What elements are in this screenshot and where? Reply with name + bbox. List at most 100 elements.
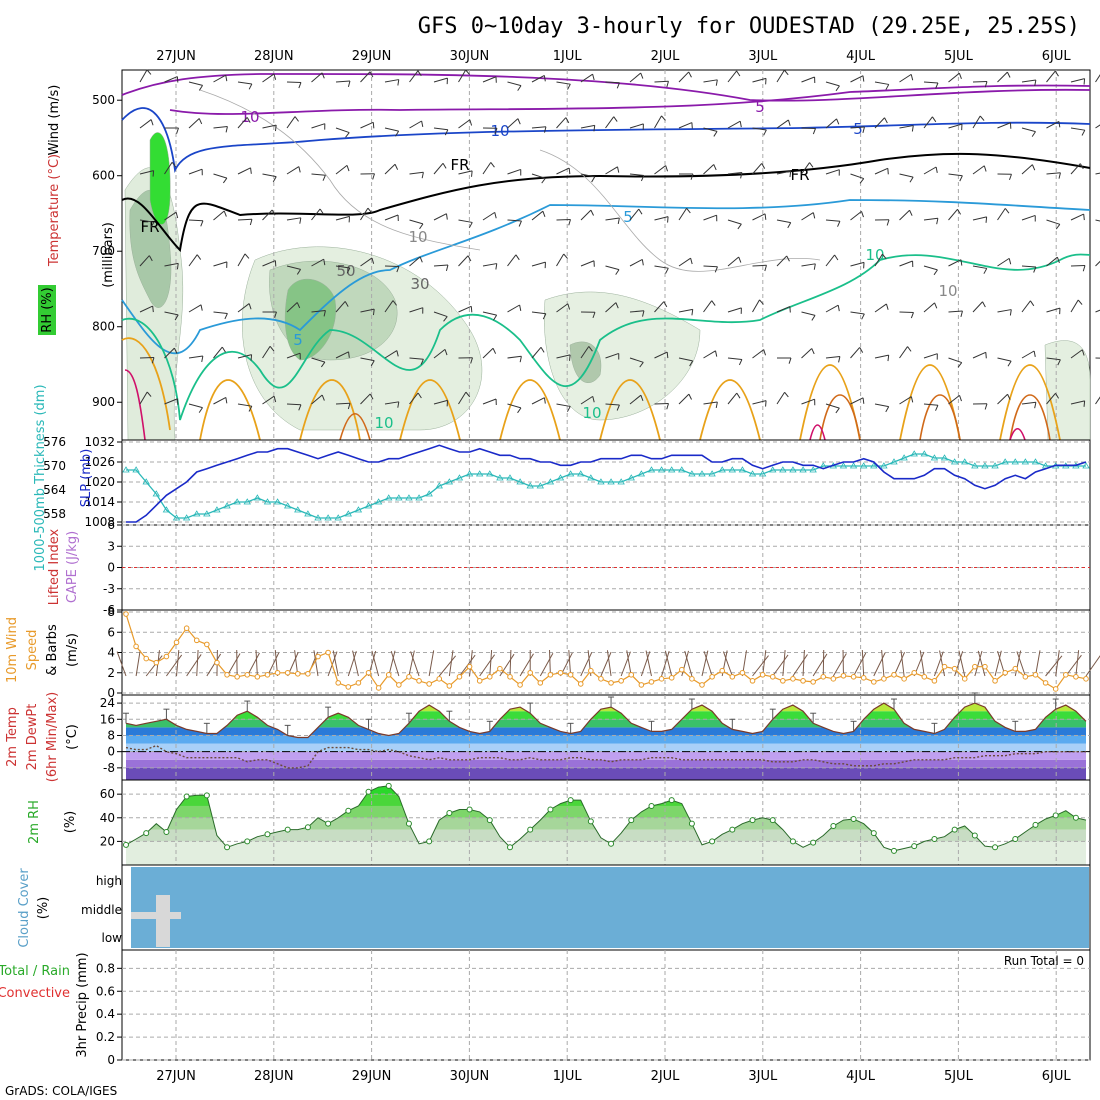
wind-barb-feather [1079,163,1084,170]
wind-speed-point [870,679,877,685]
wind-barb [556,354,571,359]
wind-speed-point [193,637,200,644]
wind-barb [531,346,542,359]
thickness-point [486,470,494,477]
wind-barb [262,173,277,178]
rh-point [163,828,170,835]
wind-barb [335,215,350,221]
wind-barb-feather [935,82,939,89]
isotherm-contour [121,152,1091,253]
wind-barb [727,256,740,267]
wind-barb [409,256,421,267]
wind-barb [164,398,178,405]
thickness-point [1021,458,1030,465]
wind-barb-feather [146,69,152,75]
wind-barb [923,116,933,129]
contour-label: 10 [490,122,509,140]
pressure-tick-label: 800 [92,320,115,334]
wind-barb-feather [788,357,792,364]
contour-label: 5 [853,120,863,138]
temp-band [126,743,1086,752]
rh-point [891,847,897,854]
thickness-point [839,462,848,469]
wind-barb-feather [347,80,351,87]
rh-point [385,782,392,789]
wind-barb-feather [542,211,546,217]
wind-barb [762,650,767,677]
wind-barb-feather [885,84,890,90]
wind-barb [286,352,301,359]
wind-barb [237,218,253,221]
wind-barb [678,207,688,221]
wind-speed-point [972,663,978,670]
wind-barb-feather [932,116,937,123]
wind-unit-axis-label: (m/s) [65,633,80,667]
wind-barb-feather [763,349,767,356]
temp-band [126,711,1086,720]
wind-barb [899,396,912,405]
wind-barb-feather [1033,266,1037,273]
wind-barb [1055,650,1060,677]
wind-barb-feather [886,219,890,226]
thickness-point [870,462,878,469]
wind-speed-axis-label: Speed [25,630,40,671]
wind-barb [509,649,512,677]
wind-barb-feather [495,263,498,270]
wind-barb-feather [984,403,988,410]
wind-barb [237,253,246,267]
rh-point [608,840,615,847]
wind-speed-point [840,672,847,679]
wind-speed-point [992,678,998,684]
wind-speed-point [729,674,736,680]
wind-barb [139,69,148,83]
upper-air-plot: 500 600 700 800 900 10 5 10 5 FR FR FR 5 5 10 10 10 50 30 1… [38,69,1100,441]
thickness-point [718,466,726,473]
wind-barb [825,304,839,313]
wind-barb [360,308,375,313]
wind-barb [311,173,326,176]
wind-barb [145,655,163,677]
wind-barb [629,258,643,267]
wind-barb [752,400,767,405]
wind-barb [701,650,709,677]
wind-barb [507,168,521,175]
wind-barb [850,261,865,267]
wind-barb [629,310,644,313]
thickness-point [627,474,635,481]
wind-barb [433,348,446,359]
wind-barb [237,303,250,313]
wind-barb [850,126,865,129]
wind-barb-feather [151,357,155,364]
wind-barb-feather [862,126,865,133]
wind-barb [703,79,718,83]
wind-barb [164,211,177,221]
wind-speed-point [264,671,271,678]
wind-barb-feather [420,359,424,365]
wind-barb [801,212,814,221]
wind-barb [237,81,252,85]
wind-speed-point [274,669,281,676]
thickness-point [304,510,312,517]
wind-barb [580,652,593,677]
wind-speed-point [1032,671,1039,678]
thickness-point [374,498,383,505]
wind-speed-point [1073,674,1079,680]
thickness-tick-label: 564 [43,483,66,497]
wind-barb-feather [298,404,302,411]
wind-barb [727,357,742,360]
wind-barb-feather [568,219,571,226]
wind-barb [782,650,786,677]
wind-barb [654,301,665,313]
wind-barb-feather [588,346,593,352]
wind-barb [433,264,449,267]
wind-barb [654,165,666,175]
wind-barb-feather [1008,174,1012,181]
wind-barb-feather [738,256,742,263]
rh-point [1052,812,1059,819]
wind-barb [213,74,226,83]
wind-barb [972,165,985,175]
wind-barb [997,257,1010,267]
precip-panel [121,949,1091,1061]
wind-speed-point [517,682,523,688]
temp-tick-label: 0 [107,745,115,759]
